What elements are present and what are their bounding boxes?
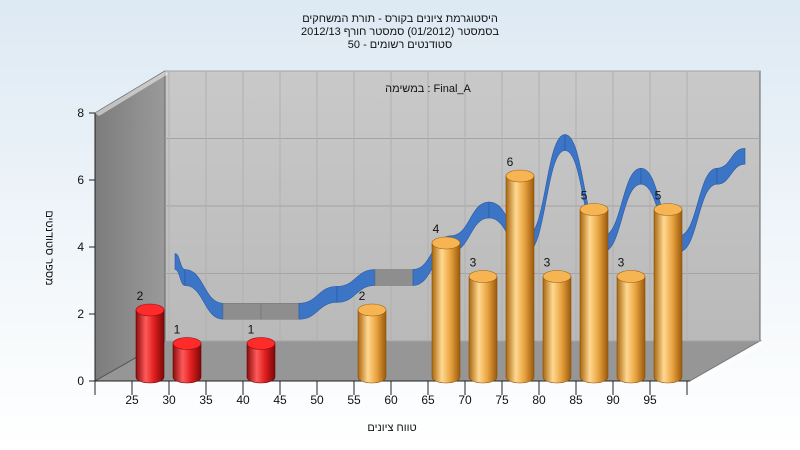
bar-value-label: 2: [137, 289, 144, 303]
bar-55: 2: [357, 289, 387, 384]
x-tick-label: 45: [273, 393, 287, 407]
bar-value-label: 5: [655, 189, 662, 203]
bar-value-label: 1: [248, 323, 255, 337]
x-axis: 25 30 35 40 45 50 55 60 65 70 75 80 85 90 95: [94, 380, 690, 407]
bar-value-label: 1: [174, 323, 181, 337]
y-tick-label: 2: [77, 307, 84, 321]
bar-value-label: 5: [581, 189, 588, 203]
bar-25: 2: [135, 289, 165, 384]
x-tick-label: 40: [236, 393, 250, 407]
y-tick-label: 8: [77, 106, 84, 120]
bar-value-label: 4: [433, 222, 440, 236]
x-tick-label: 70: [458, 393, 472, 407]
chart-title-line-1: היסטוגרמת ציונים בקורס - תורת המשחקים: [302, 13, 498, 25]
x-tick-label: 60: [384, 393, 398, 407]
bar-75: 6: [505, 155, 535, 384]
chart-title-line-2: בסמסטר (01/2012) סמסטר חורף 2012/13: [301, 26, 499, 38]
y-tick-label: 6: [77, 173, 84, 187]
y-axis-label: מספר סטודנטים: [43, 210, 55, 285]
bar-40: 1: [246, 323, 276, 384]
x-tick-label: 35: [199, 393, 213, 407]
bar-value-label: 3: [470, 256, 477, 270]
x-tick-label: 50: [310, 393, 324, 407]
chart-title-line-3: סטודנטים רשומים - 50: [348, 39, 452, 51]
bar-30: 1: [172, 323, 202, 384]
bar-value-label: 3: [544, 256, 551, 270]
x-tick-label: 65: [421, 393, 435, 407]
y-axis: 0 2 4 6 8: [77, 106, 96, 395]
frame-right-bevel: [690, 341, 764, 386]
bar-85: 5: [579, 189, 609, 384]
x-tick-label: 55: [347, 393, 361, 407]
annotation-label: במשימה : Final_A: [385, 83, 471, 95]
bar-value-label: 6: [507, 155, 514, 169]
bar-value-label: 3: [618, 256, 625, 270]
x-tick-label: 30: [162, 393, 176, 407]
ribbon-segment: [222, 302, 262, 320]
frame-top-bevel: [95, 71, 168, 116]
x-axis-label: טווח ציונים: [367, 422, 416, 434]
ribbon-segment: [374, 269, 414, 286]
bar-80: 3: [542, 256, 572, 384]
x-tick-label: 95: [643, 393, 657, 407]
bar-65: 4: [431, 222, 461, 384]
x-tick-label: 80: [532, 393, 546, 407]
x-tick-label: 85: [569, 393, 583, 407]
bar-90: 3: [616, 256, 646, 384]
x-tick-label: 75: [495, 393, 509, 407]
bar-95: 5: [653, 189, 683, 384]
bar-value-label: 2: [359, 289, 366, 303]
ribbon-segment: [716, 147, 746, 185]
ribbon-segment: [260, 302, 300, 320]
x-tick-label: 25: [125, 393, 139, 407]
y-tick-label: 0: [77, 374, 84, 388]
bar-70: 3: [468, 256, 498, 384]
y-tick-label: 4: [77, 240, 84, 254]
bar-series: 2 1 1 2 4 3 6 3 5 3 5: [135, 155, 683, 384]
x-tick-label: 90: [606, 393, 620, 407]
